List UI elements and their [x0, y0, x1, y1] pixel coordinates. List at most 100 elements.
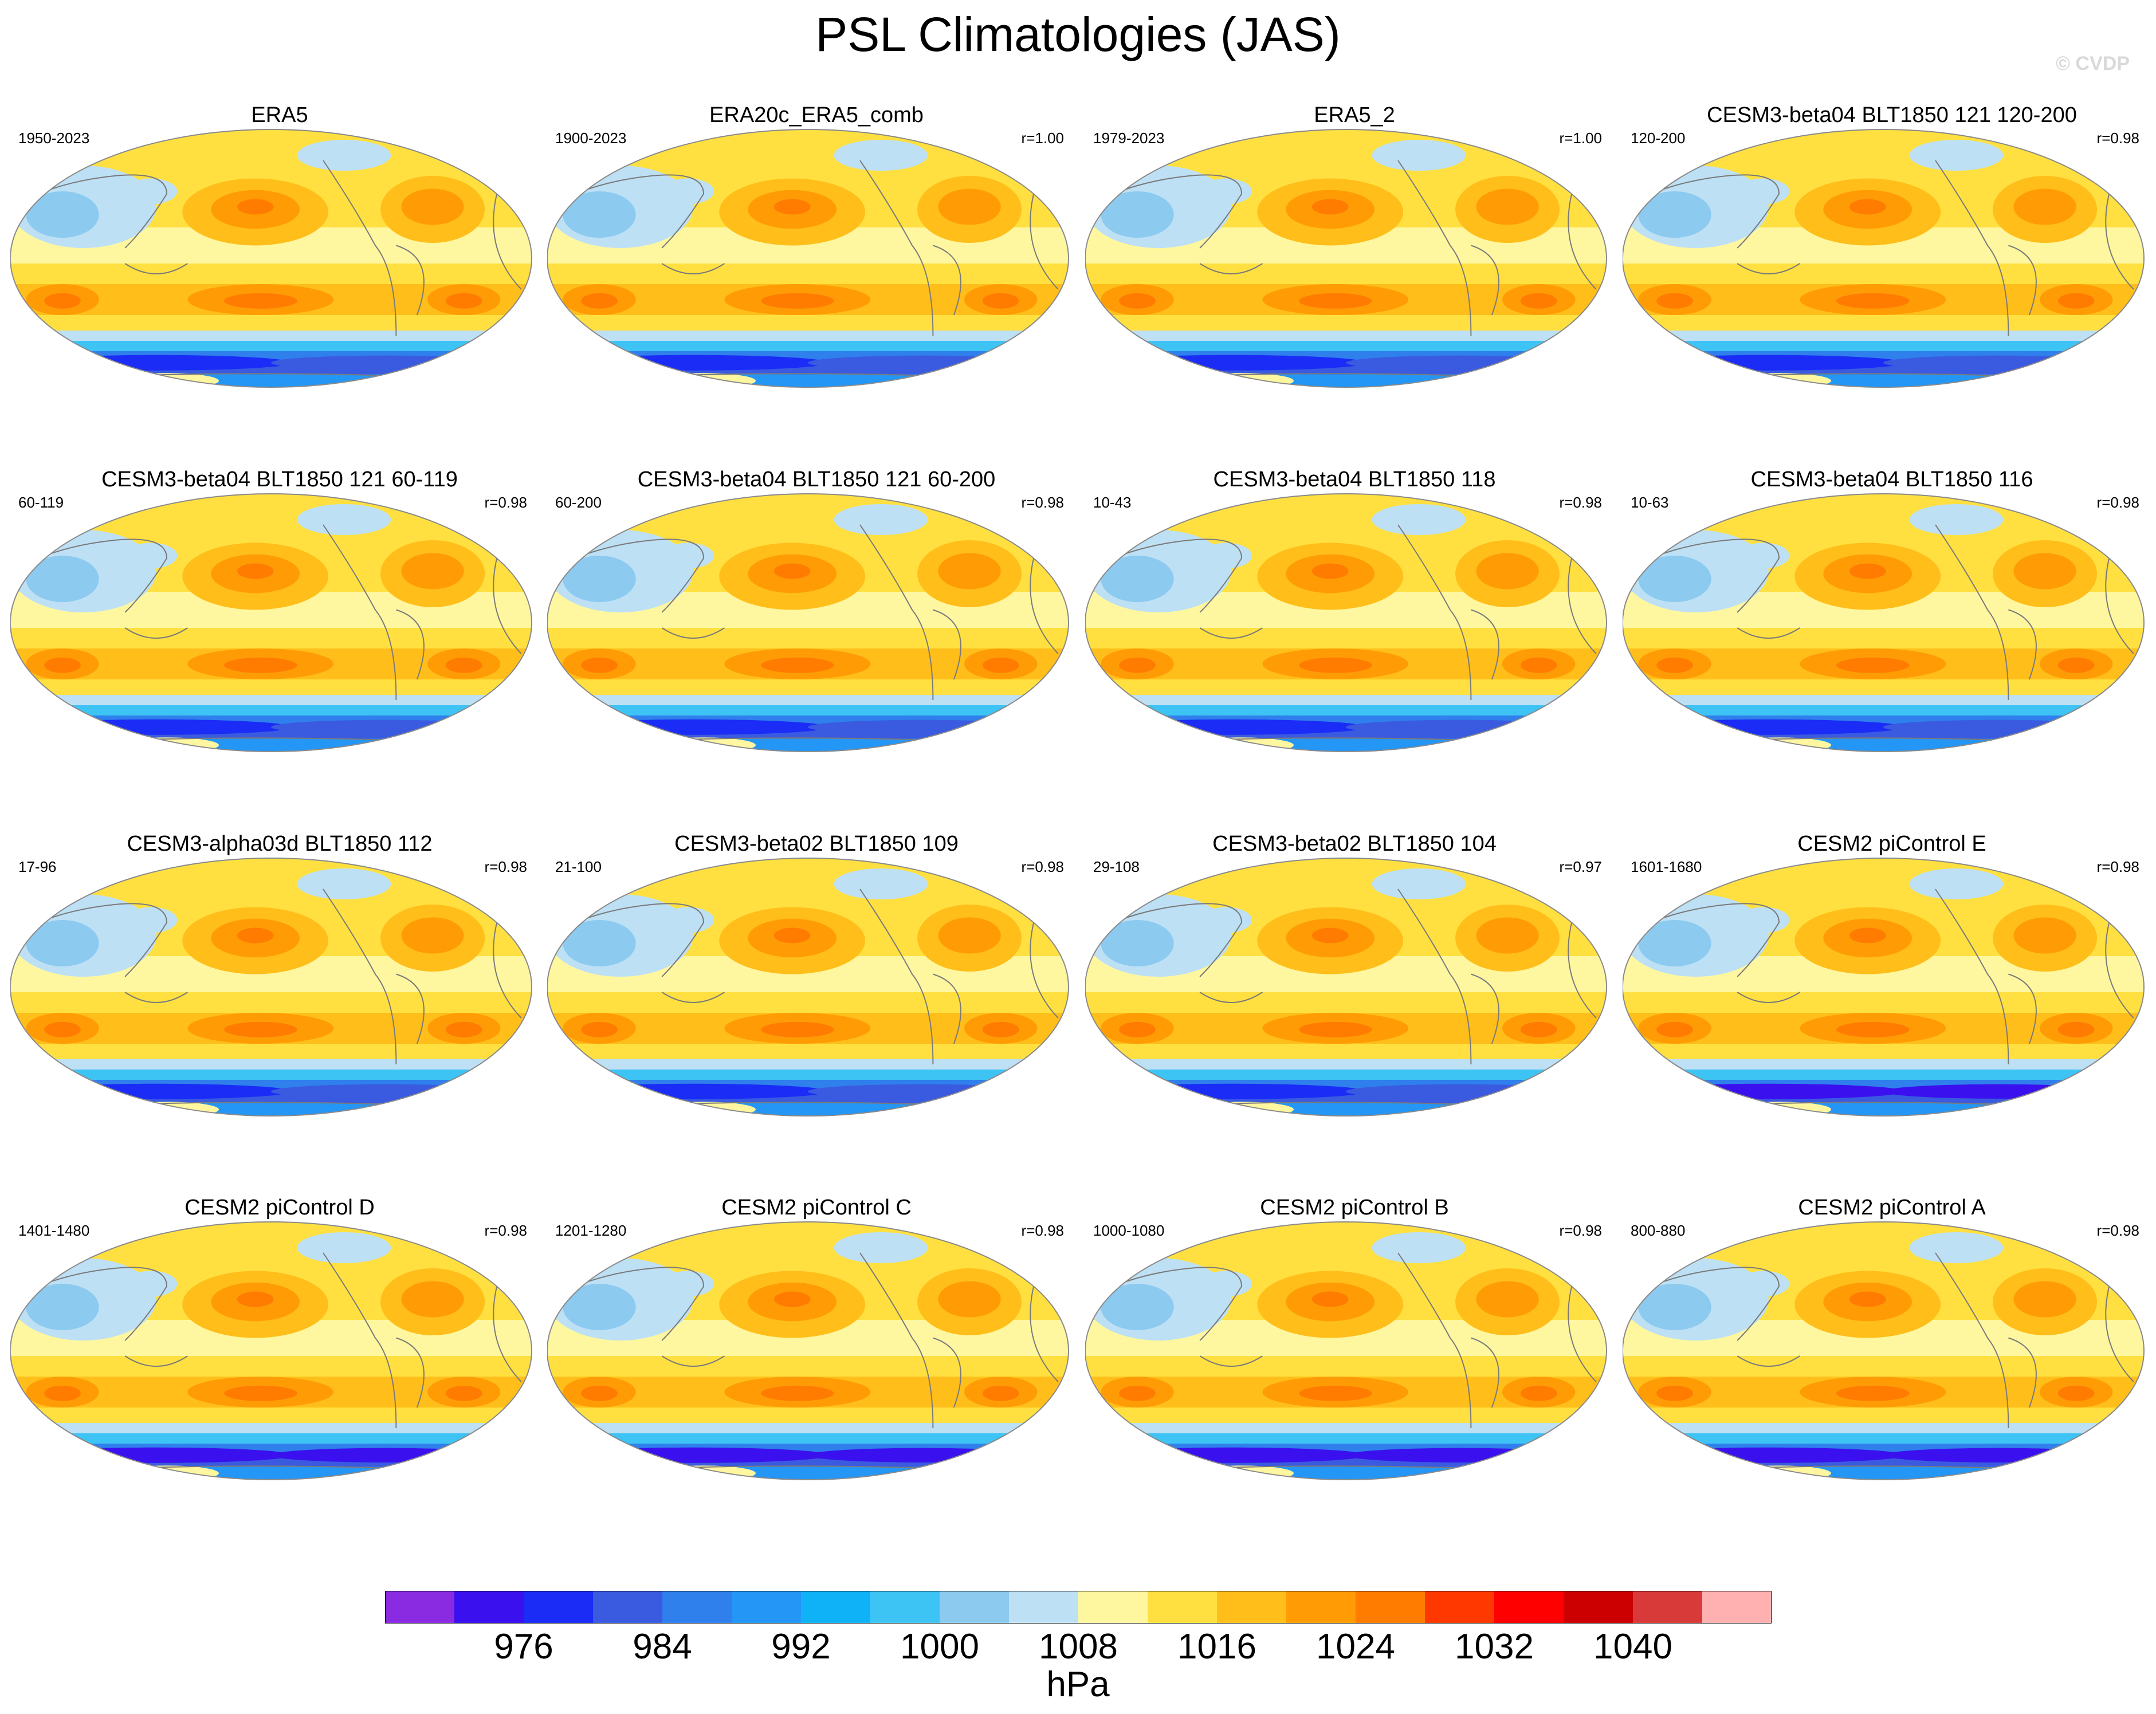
map-panel: ERA5_2 1979-2023 r=1.00: [1085, 103, 1624, 458]
map-panel: CESM3-beta04 BLT1850 121 120-200 120-200 r…: [1623, 103, 2156, 458]
map-panel: CESM3-beta02 BLT1850 109 21-100 r=0.98: [547, 832, 1086, 1187]
psl-map: [547, 858, 1069, 1117]
panel-correlation: r=1.00: [1559, 129, 1602, 147]
psl-map: [547, 1221, 1069, 1480]
panel-correlation: r=0.98: [1021, 1222, 1064, 1239]
panel-correlation: r=0.98: [2096, 858, 2139, 875]
page-title: PSL Climatologies (JAS): [815, 7, 1341, 61]
map-panel: CESM3-beta04 BLT1850 121 60-200 60-200 r=0…: [547, 467, 1086, 823]
colorbar-swatch: [801, 1591, 871, 1623]
panel-correlation: r=0.98: [484, 858, 527, 875]
panel-years: 17-96: [18, 858, 57, 875]
psl-map: [1085, 858, 1607, 1117]
panel-years: 10-63: [1631, 494, 1669, 511]
watermark: © CVDP: [2056, 53, 2130, 74]
map-panel: CESM3-beta04 BLT1850 121 60-119 60-119 r=0…: [10, 467, 549, 823]
colorbar-tick-label: 1024: [1316, 1627, 1395, 1662]
psl-map: [10, 858, 532, 1117]
colorbar-units: hPa: [1046, 1665, 1110, 1704]
panel-correlation: r=0.98: [2096, 129, 2139, 147]
colorbar-swatch: [870, 1591, 940, 1623]
panel-years: 1201-1280: [555, 1222, 627, 1239]
panel-years: 1401-1480: [18, 1222, 90, 1239]
map-panel: ERA20c_ERA5_comb 1900-2023 r=1.00: [547, 103, 1086, 458]
psl-map: [10, 493, 532, 752]
panel-title: CESM2 piControl B: [1260, 1196, 1449, 1220]
map-panel: CESM3-beta04 BLT1850 118 10-43 r=0.98: [1085, 467, 1624, 823]
colorbar-swatch: [454, 1591, 524, 1623]
colorbar-tick-label: 1000: [900, 1627, 979, 1662]
panel-title: CESM3-beta04 BLT1850 121 60-200: [637, 467, 996, 492]
psl-map: [1623, 493, 2145, 752]
panel-years: 1979-2023: [1093, 129, 1165, 147]
map-panel: CESM2 piControl D 1401-1480 r=0.98: [10, 1196, 549, 1551]
psl-map: [1085, 129, 1607, 388]
panel-years: 21-100: [555, 858, 602, 875]
panel-correlation: r=0.98: [2096, 1222, 2139, 1239]
colorbar-tick-label: 1008: [1039, 1627, 1118, 1662]
colorbar-tick-label: 984: [633, 1627, 692, 1662]
panel-title: CESM2 piControl A: [1798, 1196, 1986, 1220]
psl-map: [10, 1221, 532, 1480]
panel-correlation: r=1.00: [1021, 129, 1064, 147]
colorbar-swatch: [1564, 1591, 1633, 1623]
panel-title: CESM2 piControl D: [184, 1196, 375, 1220]
psl-map: [1623, 1221, 2145, 1480]
panel-title: CESM3-beta02 BLT1850 109: [674, 832, 959, 856]
map-panel: CESM2 piControl A 800-880 r=0.98: [1623, 1196, 2156, 1551]
panel-years: 60-200: [555, 494, 602, 511]
panel-correlation: r=0.98: [2096, 494, 2139, 511]
colorbar-swatch: [940, 1591, 1010, 1623]
panel-years: 60-119: [18, 494, 64, 511]
colorbar-swatch: [524, 1591, 594, 1623]
panel-title: ERA5: [251, 103, 308, 127]
psl-map: [547, 493, 1069, 752]
panel-title: CESM3-beta04 BLT1850 121 60-119: [101, 467, 458, 492]
colorbar-swatch: [1702, 1591, 1772, 1623]
colorbar-tick-label: 992: [771, 1627, 830, 1662]
colorbar-swatch: [1494, 1591, 1564, 1623]
panel-title: CESM3-beta04 BLT1850 121 120-200: [1707, 103, 2077, 127]
colorbar-tick-label: 976: [494, 1627, 553, 1662]
panel-correlation: r=0.98: [484, 494, 527, 511]
panel-correlation: r=0.98: [1021, 858, 1064, 875]
panel-years: 1900-2023: [555, 129, 627, 147]
colorbar-swatch: [1078, 1591, 1148, 1623]
colorbar-swatch: [1148, 1591, 1218, 1623]
colorbar-swatch: [732, 1591, 802, 1623]
psl-map: [1085, 1221, 1607, 1480]
colorbar-swatch: [1425, 1591, 1495, 1623]
psl-map: [1623, 129, 2145, 388]
panel-correlation: r=0.98: [1559, 494, 1602, 511]
panel-correlation: r=0.97: [1559, 858, 1602, 875]
panel-years: 29-108: [1093, 858, 1140, 875]
panel-title: CESM2 piControl C: [721, 1196, 912, 1220]
colorbar-tick-label: 1040: [1593, 1627, 1672, 1662]
colorbar-swatch: [1009, 1591, 1079, 1623]
panel-title: CESM3-alpha03d BLT1850 112: [127, 832, 433, 856]
colorbar-frame: [385, 1591, 1772, 1623]
colorbar-swatch: [1633, 1591, 1703, 1623]
map-panel: CESM3-alpha03d BLT1850 112 17-96 r=0.98: [10, 832, 549, 1187]
panel-title: CESM3-beta04 BLT1850 116: [1750, 467, 2033, 492]
map-panel: CESM3-beta04 BLT1850 116 10-63 r=0.98: [1623, 467, 2156, 823]
colorbar-swatch: [385, 1591, 455, 1623]
panel-title: ERA20c_ERA5_comb: [709, 103, 924, 127]
panel-title: CESM3-beta02 BLT1850 104: [1212, 832, 1497, 856]
panel-correlation: r=0.98: [1559, 1222, 1602, 1239]
colorbar-swatch: [1217, 1591, 1287, 1623]
colorbar-swatch: [1286, 1591, 1356, 1623]
panel-years: 1601-1680: [1631, 858, 1702, 875]
panel-years: 120-200: [1631, 129, 1686, 147]
colorbar-swatch: [1356, 1591, 1425, 1623]
panel-title: ERA5_2: [1314, 103, 1395, 127]
panel-title: CESM3-beta04 BLT1850 118: [1213, 467, 1496, 492]
panel-correlation: r=0.98: [1021, 494, 1064, 511]
panel-correlation: r=0.98: [484, 1222, 527, 1239]
colorbar-swatch: [662, 1591, 732, 1623]
panel-title: CESM2 piControl E: [1797, 832, 1986, 856]
colorbar-tick-label: 1016: [1177, 1627, 1256, 1662]
psl-map: [10, 129, 532, 388]
map-panel: ERA5 1950-2023: [10, 103, 549, 458]
panel-years: 1950-2023: [18, 129, 90, 147]
